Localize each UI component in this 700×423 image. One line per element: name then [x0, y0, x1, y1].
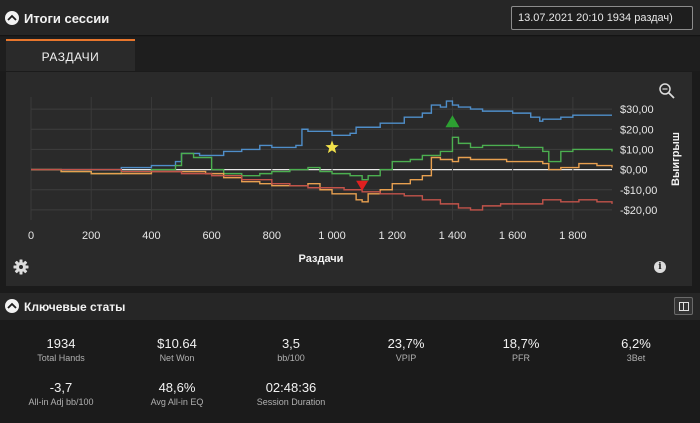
- stat-value: -3,7: [49, 380, 73, 395]
- stat-label: Avg All-in EQ: [150, 397, 204, 407]
- stat-label: Total Hands: [37, 353, 85, 363]
- x-tick-label: 1 400: [439, 230, 467, 242]
- y-tick-label: -$20,00: [620, 205, 657, 217]
- layout-toggle-icon[interactable]: [674, 297, 693, 315]
- stat-value: 3,5: [281, 336, 301, 351]
- stat-net-won: $10.64 Net Won: [122, 336, 232, 363]
- session-summary-title: Итоги сессии: [24, 11, 110, 26]
- stat-value: 48,6%: [158, 380, 196, 395]
- y-tick-label: $10,00: [620, 144, 654, 156]
- stat-value: 23,7%: [387, 336, 425, 351]
- x-tick-label: 200: [82, 230, 100, 242]
- gear-icon[interactable]: [13, 259, 29, 275]
- chart-panel: $30,00 $20,00 $10,00 $0,00 -$10,00 -$20,00 0 20…: [6, 72, 692, 286]
- stat-3bet: 6,2% 3Bet: [581, 336, 691, 363]
- tab-hands[interactable]: РАЗДАЧИ: [6, 39, 135, 71]
- x-tick-label: 1 600: [499, 230, 527, 242]
- winnings-chart: $30,00 $20,00 $10,00 $0,00 -$10,00 -$20,00 0 20…: [28, 97, 682, 265]
- series-line-net-won: [31, 100, 612, 171]
- stat-label: All-in Adj bb/100: [28, 397, 94, 407]
- key-stats-title: Ключевые статы: [24, 300, 126, 314]
- info-icon[interactable]: i: [654, 261, 666, 273]
- stat-session-duration: 02:48:36 Session Duration: [236, 380, 346, 407]
- y-tick-label: $0,00: [620, 165, 648, 177]
- stat-label: 3Bet: [626, 353, 646, 363]
- series-line-non-showdown: [31, 168, 613, 211]
- x-tick-label: 400: [142, 230, 160, 242]
- triangle-up-marker: [445, 115, 460, 128]
- key-stats-header: Ключевые статы: [0, 293, 700, 320]
- star-marker: [325, 140, 339, 154]
- x-tick-label: 1 200: [378, 230, 406, 242]
- y-axis-title: Выигрыш: [670, 132, 682, 186]
- stat-bb-per-100: 3,5 bb/100: [236, 336, 346, 363]
- stat-label: VPIP: [395, 353, 417, 363]
- series-line-all-in-ev: [31, 136, 613, 181]
- session-select[interactable]: 13.07.2021 20:10 1934 раздач): [511, 6, 693, 30]
- collapse-key-stats-icon[interactable]: [5, 299, 19, 313]
- collapse-session-summary-icon[interactable]: [5, 11, 19, 25]
- stat-total-hands: 1934 Total Hands: [6, 336, 116, 363]
- x-tick-label: 1 000: [318, 230, 346, 242]
- stat-value: 1934: [46, 336, 76, 351]
- stat-value: $10.64: [157, 336, 197, 351]
- stat-pfr: 18,7% PFR: [466, 336, 576, 363]
- x-tick-label: 600: [202, 230, 220, 242]
- stat-vpip: 23,7% VPIP: [351, 336, 461, 363]
- x-tick-label: 800: [263, 230, 281, 242]
- session-summary-header: Итоги сессии 13.07.2021 20:10 1934 разда…: [0, 0, 700, 36]
- stat-value: 6,2%: [621, 336, 651, 351]
- zoom-icon[interactable]: [658, 82, 676, 100]
- triangle-down-marker: [356, 180, 369, 191]
- stat-label: Net Won: [159, 353, 195, 363]
- stat-value: 02:48:36: [265, 380, 317, 395]
- stat-label: PFR: [512, 353, 530, 363]
- series-line-showdown: [31, 156, 613, 203]
- stat-label: bb/100: [277, 353, 305, 363]
- key-stats-grid: 1934 Total Hands $10.64 Net Won 3,5 bb/1…: [0, 321, 700, 423]
- tab-bar: РАЗДАЧИ: [0, 37, 700, 71]
- stat-value: 18,7%: [502, 336, 540, 351]
- x-axis-title: Раздачи: [299, 253, 344, 265]
- y-tick-label: -$10,00: [620, 185, 657, 197]
- y-tick-label: $20,00: [620, 124, 654, 136]
- y-tick-label: $30,00: [620, 104, 654, 116]
- x-tick-label: 1 800: [559, 230, 587, 242]
- stat-allin-adj-bb: -3,7 All-in Adj bb/100: [6, 380, 116, 407]
- stat-avg-allin-eq: 48,6% Avg All-in EQ: [122, 380, 232, 407]
- x-tick-label: 0: [28, 230, 34, 242]
- stat-label: Session Duration: [256, 397, 326, 407]
